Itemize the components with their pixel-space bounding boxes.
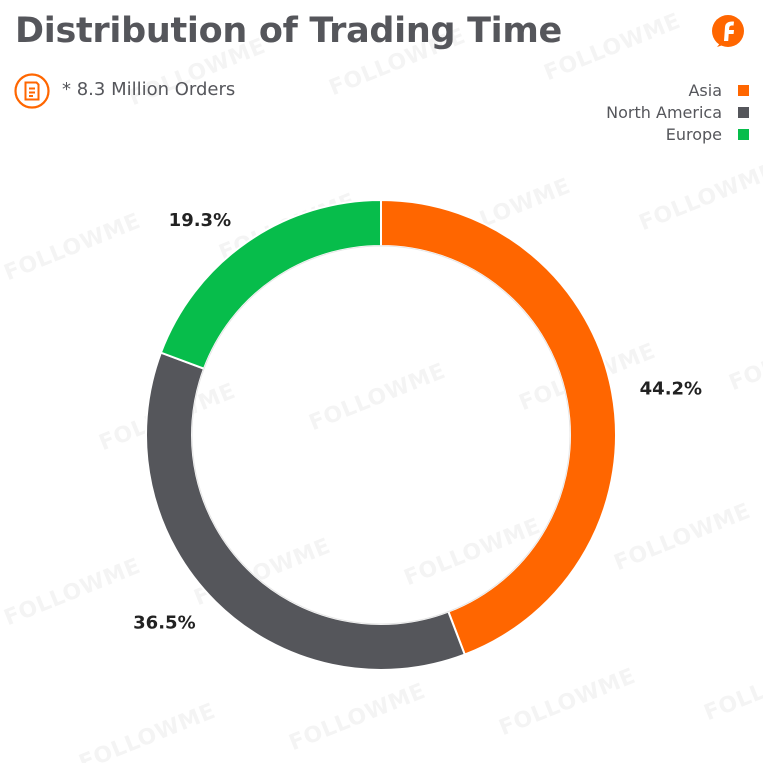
legend-swatch: [738, 84, 749, 96]
slice-label-europe: 19.3%: [169, 210, 231, 231]
legend-swatch: [738, 106, 749, 118]
legend-label: North America: [606, 102, 722, 122]
donut-slice-asia[interactable]: [380, 198, 617, 656]
legend-label: Europe: [665, 124, 722, 144]
slice-label-asia: 44.2%: [640, 378, 702, 399]
legend-item-asia[interactable]: Asia: [688, 79, 749, 101]
document-icon: [14, 73, 50, 109]
legend-label: Asia: [688, 80, 722, 100]
followme-logo-icon: [712, 15, 744, 47]
legend-item-europe[interactable]: Europe: [666, 123, 749, 145]
chart-title: Distribution of Trading Time: [15, 11, 562, 51]
legend-item-north-america[interactable]: North America: [606, 101, 749, 123]
chart-legend: Asia North America Europe: [606, 79, 749, 145]
subtitle-note: * 8.3 Million Orders: [62, 79, 236, 100]
legend-swatch: [738, 128, 749, 140]
slice-label-north-america: 36.5%: [133, 613, 195, 634]
donut-inner-ring: [191, 245, 571, 625]
